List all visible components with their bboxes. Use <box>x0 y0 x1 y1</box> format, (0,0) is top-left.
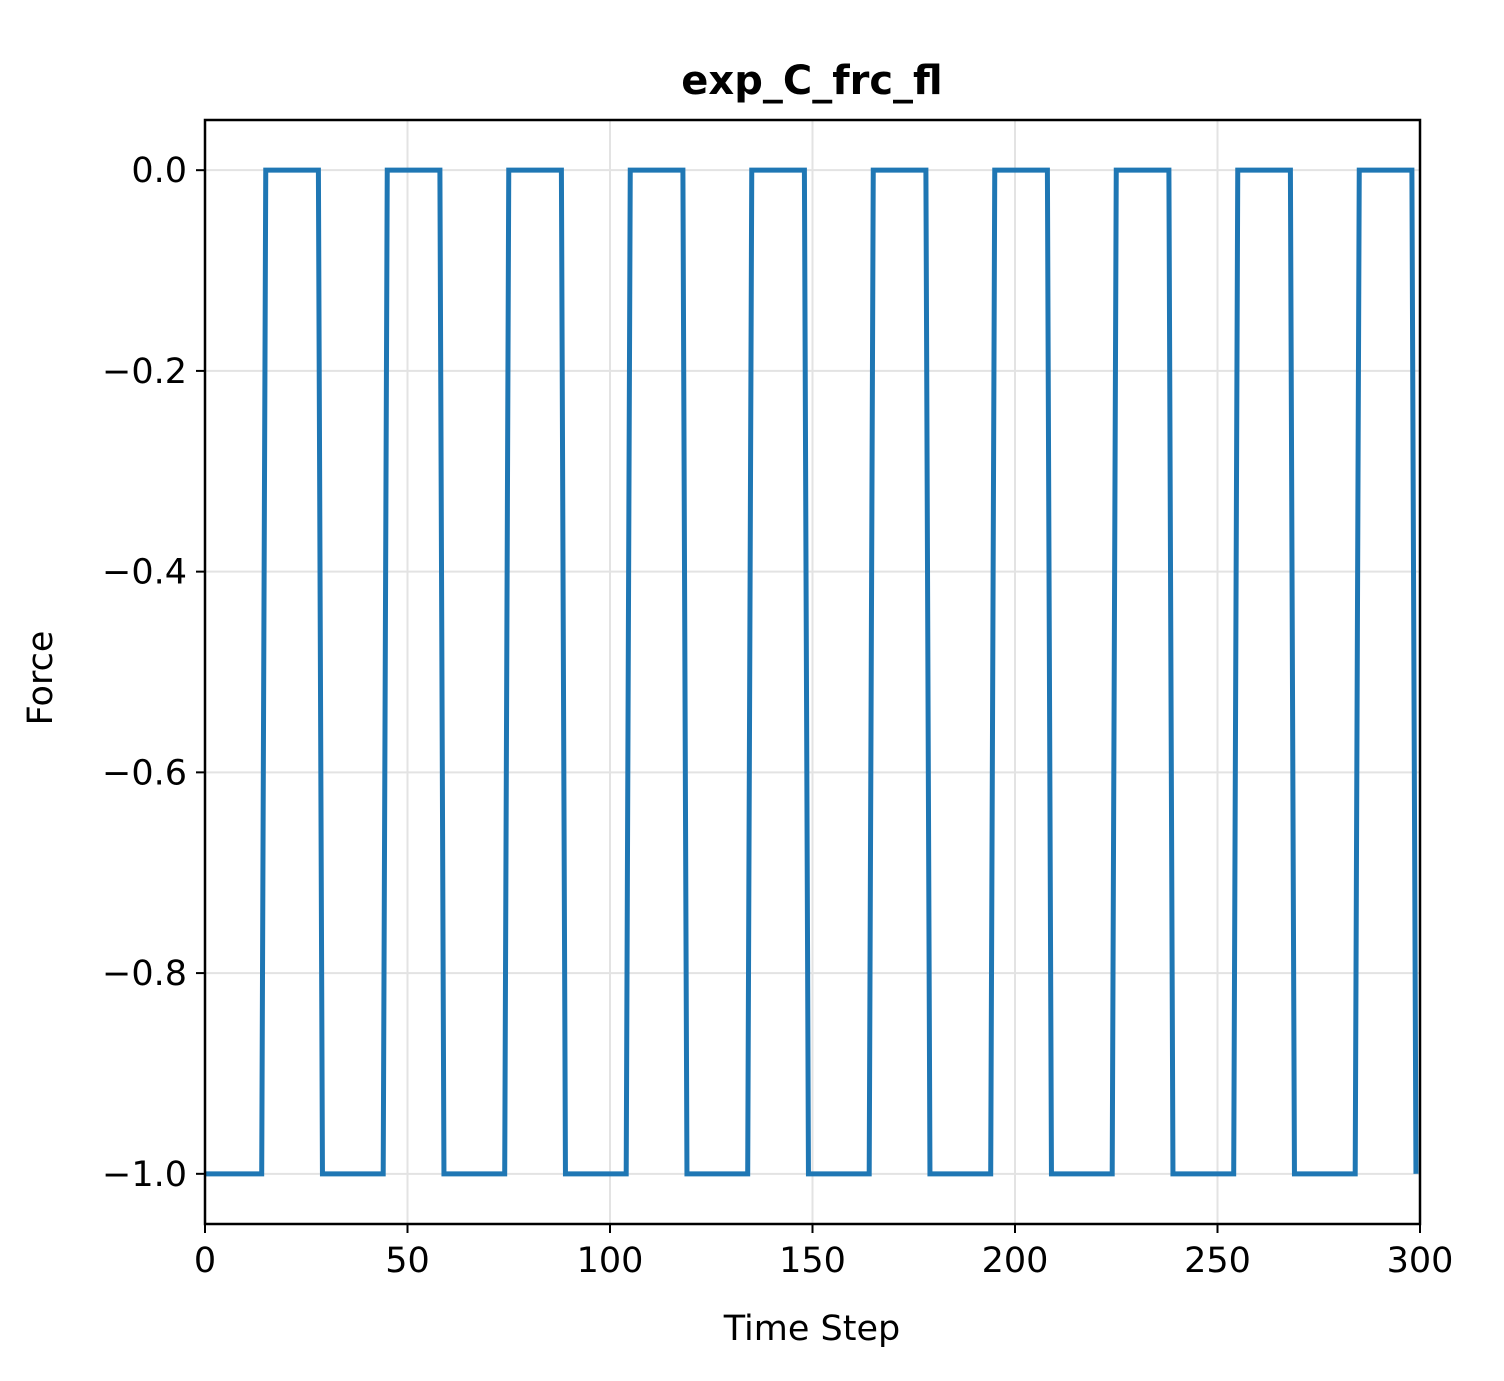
x-tick-label: 250 <box>1184 1241 1251 1281</box>
x-tick-label: 50 <box>385 1241 430 1281</box>
y-axis-label: Force <box>21 631 61 726</box>
x-tick-label: 300 <box>1387 1241 1454 1281</box>
ticks: 0 50 100 150 200 250 300 0.0 −0.2 −0.4 −0.6 −0.8 −1.… <box>102 151 1453 1281</box>
x-tick-label: 100 <box>577 1241 644 1281</box>
y-tick-label: −1.0 <box>102 1155 187 1195</box>
x-axis-label: Time Step <box>723 1309 900 1349</box>
y-tick-label: −0.8 <box>102 954 187 994</box>
x-tick-label: 200 <box>982 1241 1049 1281</box>
series-line <box>205 167 1419 1177</box>
y-tick-label: −0.2 <box>102 352 187 392</box>
y-tick-label: −0.4 <box>102 553 187 593</box>
x-tick-label: 150 <box>779 1241 846 1281</box>
chart-title: exp_C_frc_fl <box>681 58 942 104</box>
y-tick-label: 0.0 <box>131 151 187 191</box>
x-tick-label: 0 <box>194 1241 216 1281</box>
series-layer <box>205 167 1419 1177</box>
y-tick-label: −0.6 <box>102 753 187 793</box>
